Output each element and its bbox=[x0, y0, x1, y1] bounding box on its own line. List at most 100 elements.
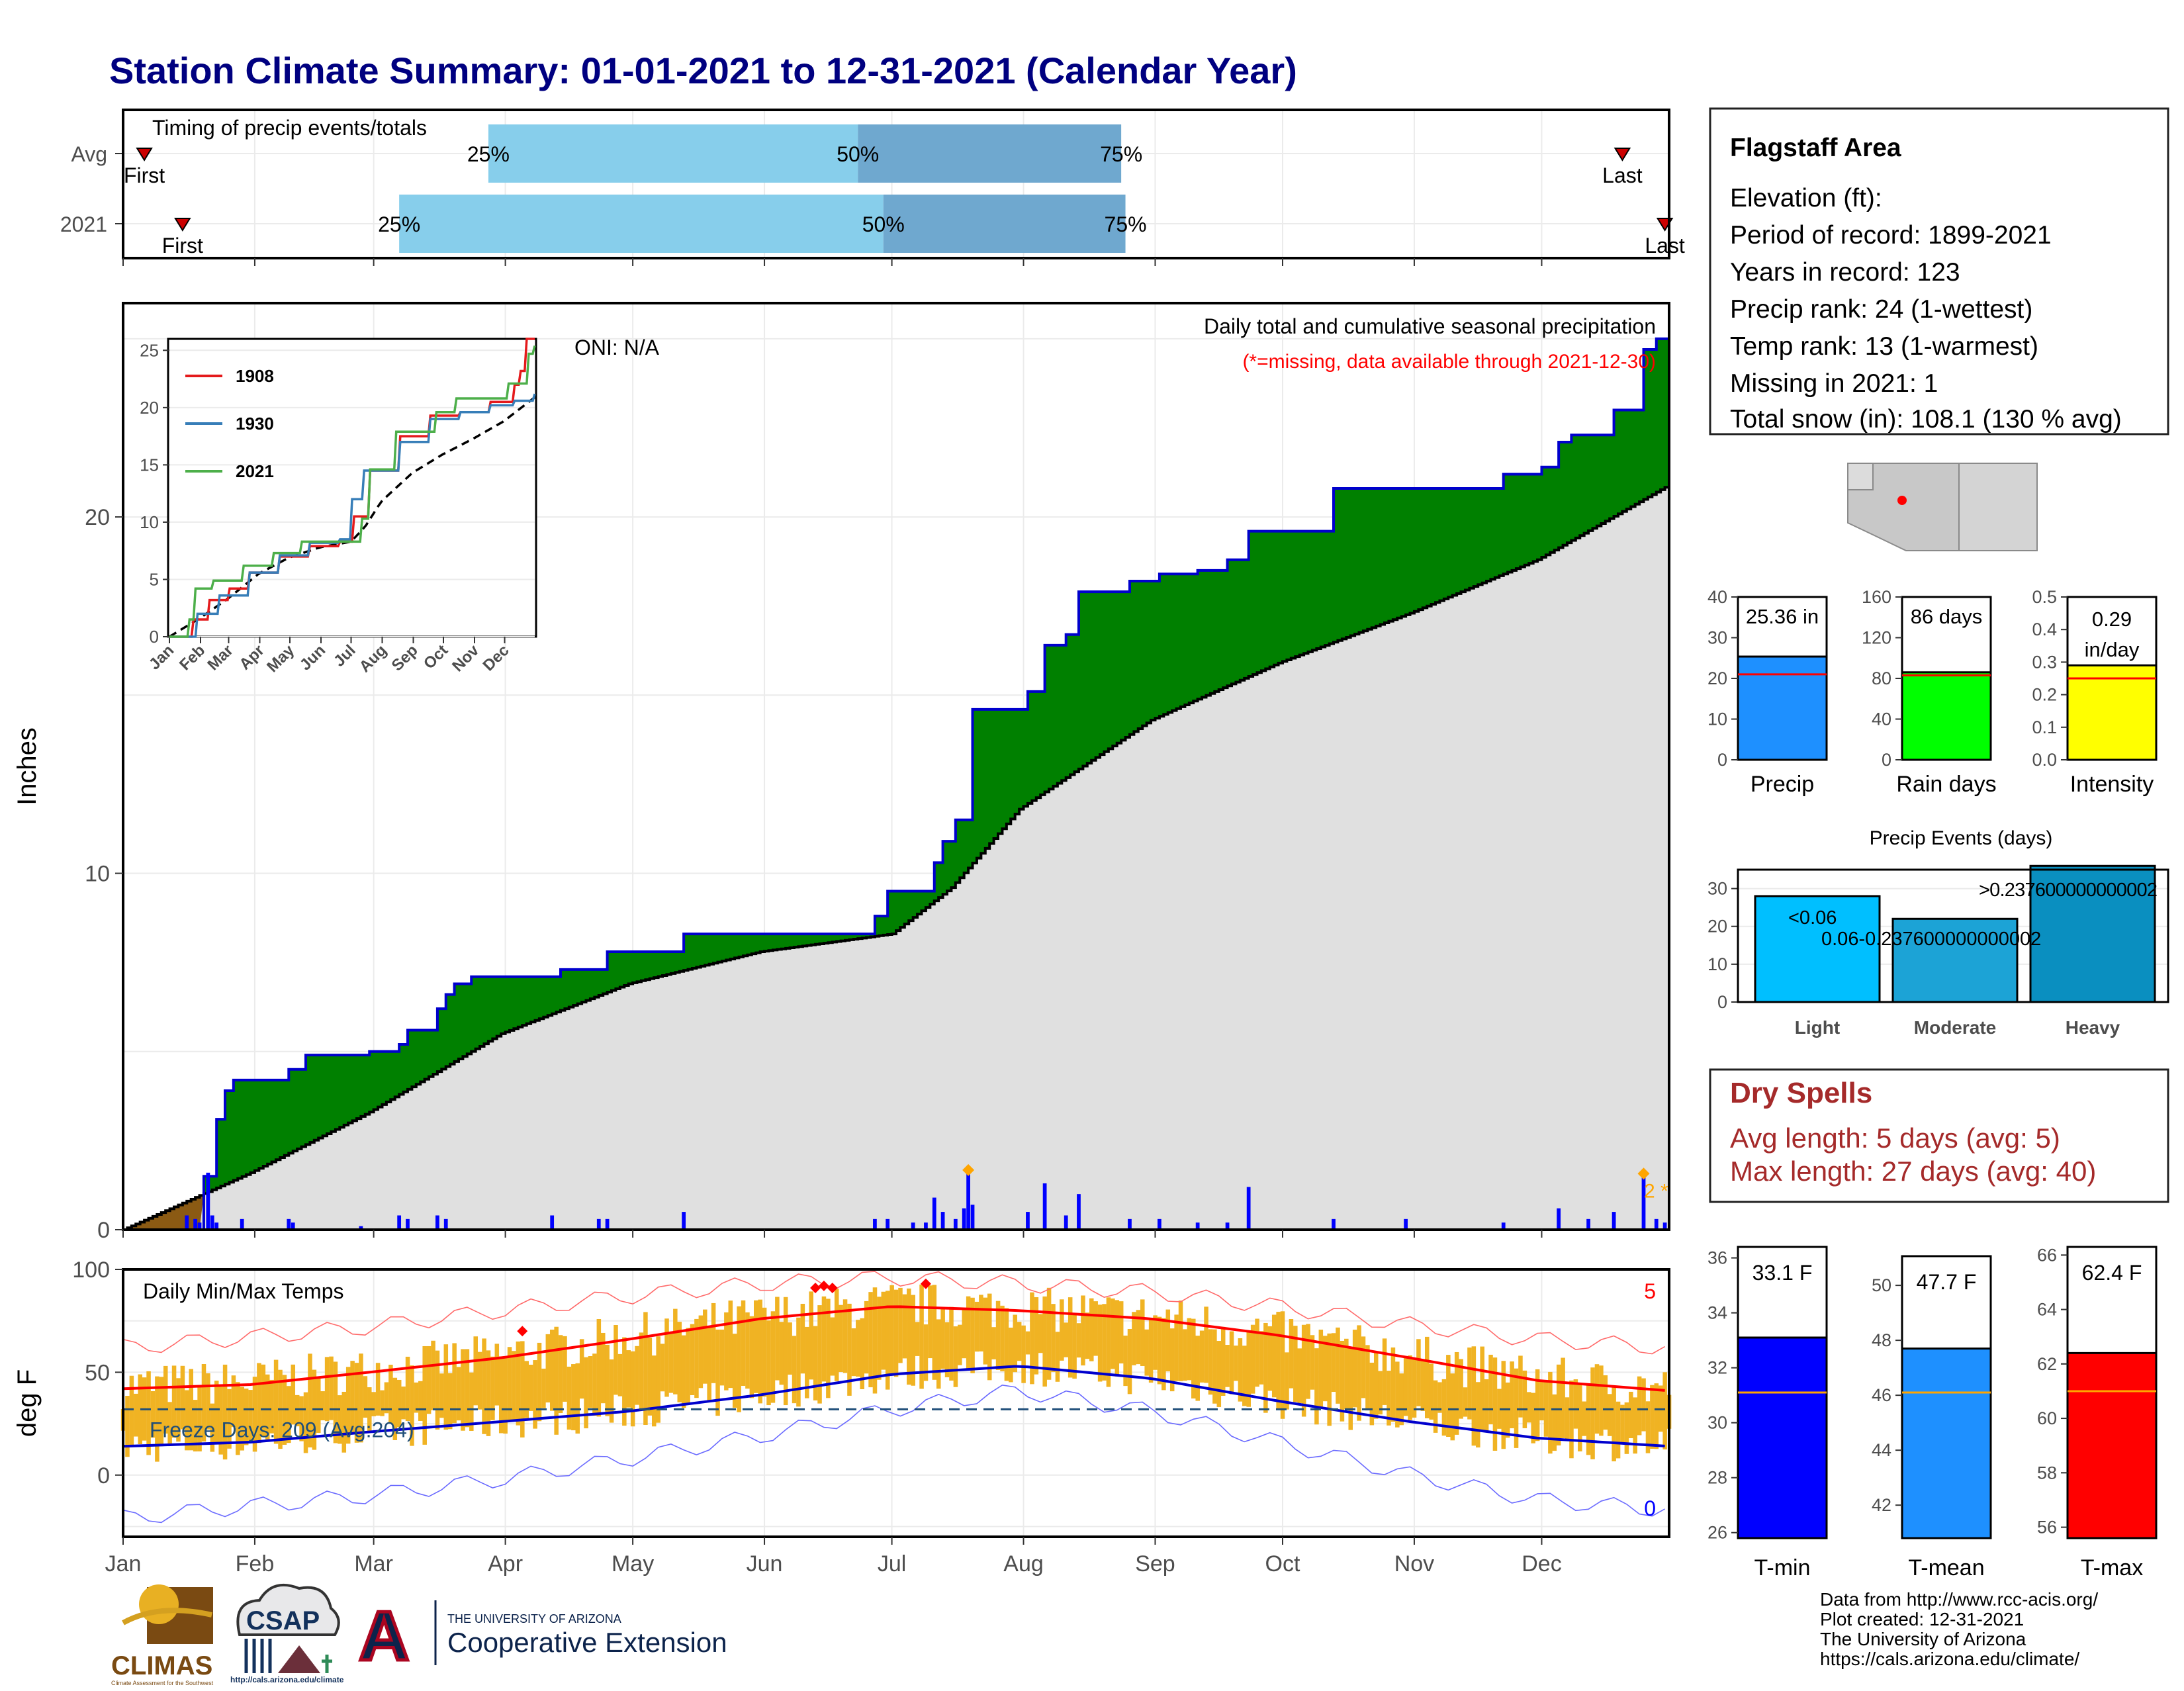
daily-temp-range-bar bbox=[1582, 1401, 1586, 1436]
daily-temp-range-bar bbox=[1238, 1338, 1243, 1402]
daily-precip-bar bbox=[193, 1218, 197, 1230]
daily-temp-range-bar bbox=[1178, 1301, 1183, 1381]
daily-temp-range-bar bbox=[779, 1322, 784, 1385]
daily-temp-range-bar bbox=[405, 1356, 410, 1422]
daily-temp-range-bar bbox=[826, 1299, 831, 1398]
daily-temp-range-bar bbox=[541, 1368, 546, 1408]
info-line: Temp rank: 13 (1-warmest) bbox=[1730, 332, 2038, 361]
daily-temp-range-bar bbox=[1522, 1370, 1527, 1428]
daily-temp-range-bar bbox=[1183, 1329, 1187, 1381]
temp-summary-name: T-min bbox=[1754, 1555, 1811, 1580]
daily-temp-range-bar bbox=[592, 1353, 597, 1416]
daily-temp-range-bar bbox=[766, 1320, 771, 1406]
daily-temp-range-bar bbox=[244, 1389, 249, 1445]
precip-y-tick-label: 0 bbox=[97, 1218, 110, 1243]
daily-temp-range-bar bbox=[889, 1285, 894, 1375]
daily-temp-range-bar bbox=[571, 1364, 576, 1431]
timing-panel-frame bbox=[122, 109, 1670, 259]
daily-precip-bar bbox=[1654, 1218, 1659, 1230]
daily-temp-range-bar bbox=[715, 1329, 720, 1416]
daily-temp-range-bar bbox=[380, 1390, 385, 1416]
precip-y-axis-label: Inches bbox=[13, 727, 42, 805]
daily-temp-range-bar bbox=[1118, 1301, 1124, 1364]
footer-credits: Data from http://www.rcc-acis.org/ Plot … bbox=[1820, 1589, 2098, 1669]
daily-temp-range-bar bbox=[456, 1367, 461, 1421]
daily-temp-range-bar bbox=[392, 1377, 398, 1441]
daily-temp-range-bar bbox=[146, 1371, 151, 1455]
daily-temp-range-bar bbox=[1369, 1362, 1375, 1426]
daily-temp-range-bar bbox=[201, 1363, 206, 1442]
precip-summary-tick-label: 20 bbox=[1707, 668, 1727, 688]
average-cumulative-area bbox=[123, 484, 1669, 1230]
daily-temp-range-bar bbox=[830, 1317, 835, 1376]
daily-temp-range-bar bbox=[1429, 1363, 1433, 1420]
daily-temp-range-bar bbox=[210, 1403, 215, 1452]
daily-temp-range-bar bbox=[465, 1349, 470, 1428]
daily-temp-range-bar bbox=[1034, 1297, 1039, 1375]
daily-temp-range-bar bbox=[1382, 1338, 1387, 1405]
daily-temp-range-bar bbox=[1387, 1371, 1391, 1426]
daily-temp-range-bar bbox=[197, 1387, 202, 1452]
daily-temp-range-bar bbox=[507, 1347, 512, 1420]
daily-temp-range-bar bbox=[995, 1301, 1001, 1370]
month-label: Jan bbox=[105, 1551, 142, 1577]
daily-temp-range-bar bbox=[911, 1295, 915, 1386]
daily-temp-range-bar bbox=[1115, 1300, 1120, 1377]
month-label: Feb bbox=[236, 1551, 275, 1577]
daily-temp-range-bar bbox=[1169, 1328, 1175, 1392]
daily-temp-range-bar bbox=[970, 1297, 975, 1373]
daily-temp-range-bar bbox=[1615, 1401, 1621, 1459]
station-name: Flagstaff Area bbox=[1730, 134, 1901, 162]
daily-temp-range-bar bbox=[295, 1394, 300, 1427]
daily-temp-range-bar bbox=[431, 1340, 435, 1410]
daily-precip-bar bbox=[886, 1218, 890, 1230]
daily-temp-range-bar bbox=[222, 1364, 228, 1460]
month-label: Mar bbox=[354, 1551, 393, 1577]
daily-temp-range-bar bbox=[1212, 1329, 1217, 1404]
temp-summary-tick-label: 28 bbox=[1707, 1468, 1727, 1488]
oni-label: ONI: N/A bbox=[574, 336, 660, 359]
temp-summary-bar bbox=[1737, 1336, 1828, 1539]
daily-temp-range-bar bbox=[949, 1306, 954, 1381]
daily-temp-range-bar bbox=[261, 1364, 266, 1436]
inset-y-tick-label: 25 bbox=[140, 340, 159, 360]
daily-temp-range-bar bbox=[558, 1335, 563, 1414]
cactus-icon bbox=[322, 1655, 332, 1673]
temp-summary-tick-label: 36 bbox=[1707, 1248, 1727, 1268]
daily-temp-range-bar bbox=[218, 1387, 223, 1455]
daily-temp-range-bar bbox=[308, 1353, 312, 1447]
average-min-line bbox=[122, 1365, 1665, 1448]
daily-temp-range-bar bbox=[1654, 1383, 1659, 1449]
daily-temp-range-bar bbox=[1488, 1354, 1493, 1425]
precip-summary-tick-label: 0.1 bbox=[2032, 717, 2057, 737]
daily-temp-range-bar bbox=[1556, 1364, 1561, 1445]
daily-temp-range-bar bbox=[1276, 1312, 1281, 1409]
daily-precip-bar bbox=[932, 1197, 936, 1230]
daily-temp-range-bar bbox=[189, 1369, 194, 1451]
precip-summary-tick-label: 0.4 bbox=[2032, 619, 2057, 639]
daily-temp-range-bar bbox=[1187, 1318, 1192, 1381]
daily-temp-range-bar bbox=[477, 1351, 482, 1410]
daily-temp-range-bar bbox=[1573, 1379, 1578, 1429]
daily-temp-range-bar bbox=[439, 1373, 444, 1418]
daily-temp-range-bar bbox=[206, 1373, 210, 1430]
record-min-line bbox=[122, 1384, 1665, 1524]
daily-temp-range-bar bbox=[1310, 1335, 1315, 1390]
precip-summary-name: Intensity bbox=[2070, 772, 2154, 797]
daily-temp-range-bar bbox=[1492, 1357, 1498, 1451]
daily-temp-range-bar bbox=[626, 1350, 631, 1408]
daily-temp-range-bar bbox=[1004, 1308, 1009, 1381]
daily-temp-range-bar bbox=[414, 1382, 419, 1413]
temp-y-axis-label: deg F bbox=[13, 1369, 42, 1437]
daily-temp-range-bar bbox=[1161, 1318, 1166, 1391]
daily-temp-range-bar bbox=[1637, 1376, 1642, 1436]
daily-temp-range-bar bbox=[1093, 1301, 1098, 1356]
month-label: Jun bbox=[747, 1551, 783, 1577]
daily-precip-bar bbox=[1332, 1218, 1336, 1230]
daily-temp-range-bar bbox=[686, 1328, 690, 1404]
daily-precip-bar bbox=[185, 1215, 189, 1230]
precip-panel-header: Daily total and cumulative seasonal prec… bbox=[1204, 314, 1656, 338]
temp-summary-name: T-max bbox=[2081, 1555, 2143, 1580]
daily-precip-bar bbox=[1557, 1208, 1561, 1230]
daily-temp-range-bar bbox=[902, 1294, 907, 1359]
